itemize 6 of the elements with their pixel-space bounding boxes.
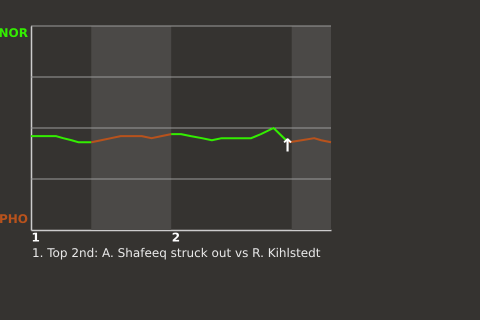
x-tick-label: 1 [32, 230, 40, 244]
text: PHO [0, 212, 28, 226]
annotation: ↑ [280, 135, 296, 156]
text: NOR [0, 26, 28, 40]
x-tick-label: 2 [172, 230, 180, 244]
text: 1. Top 2nd: A. Shafeeq struck out vs R. Kihlstedt [32, 246, 321, 260]
